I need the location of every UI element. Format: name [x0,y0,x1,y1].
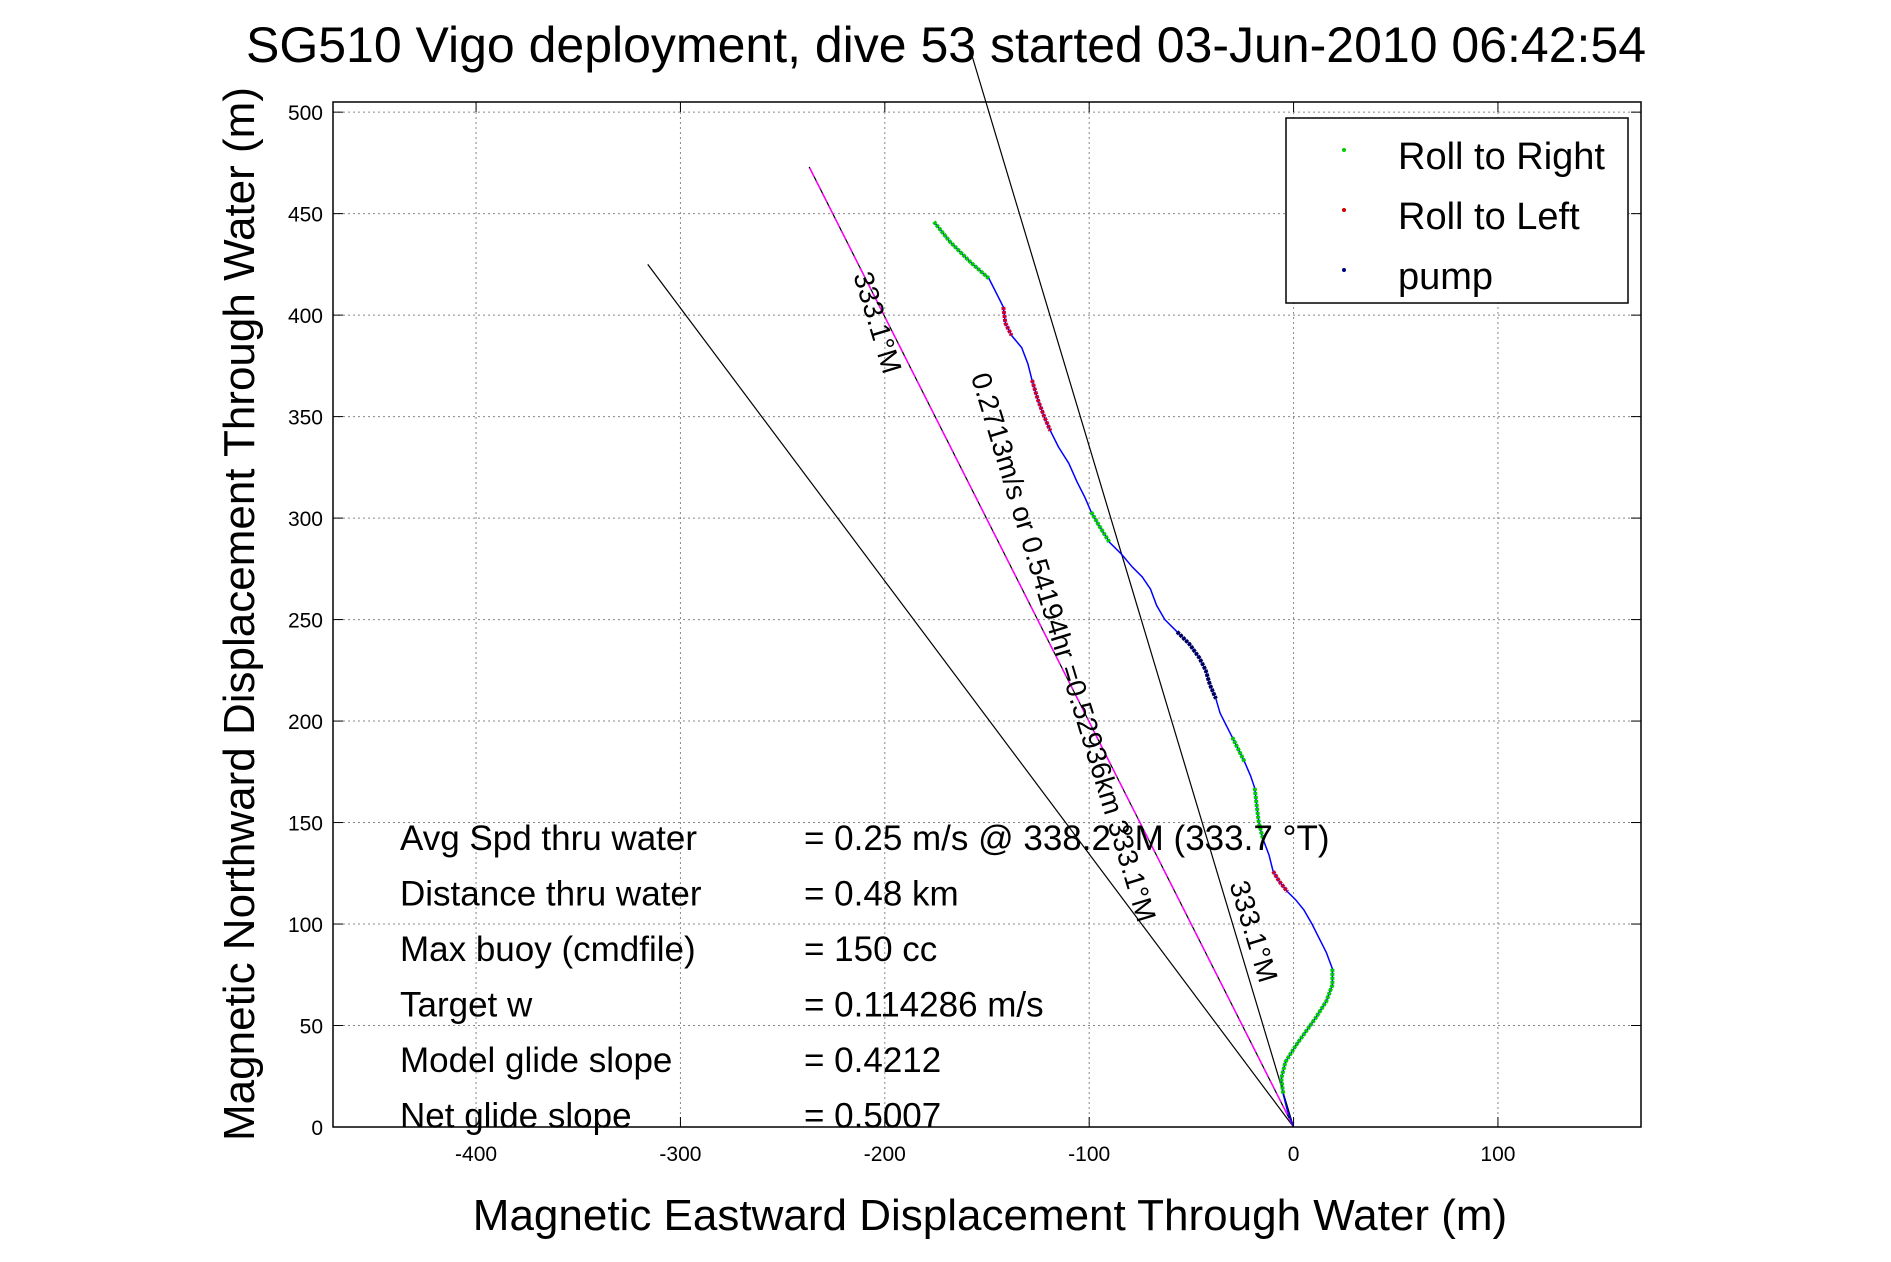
y-tick-label: 50 [300,1016,323,1039]
y-tick-label: 100 [288,914,323,937]
annotation-label: Target w [400,986,533,1025]
annotation-value: = 0.4212 [804,1041,941,1080]
annotation-value: = 150 cc [804,930,937,969]
y-tick-label: 500 [288,102,323,125]
track-segment-roll-right [1279,968,1335,1095]
track-segment-roll-right [1252,787,1265,840]
annotation-label: Avg Spd thru water [400,819,697,858]
legend-label: Roll to Left [1398,196,1580,238]
y-tick-label: 400 [288,305,323,328]
y-axis-ticks: 0 50 100 150 200 250 300 350 400 450 500 [288,102,1641,1140]
y-tick-label: 250 [288,610,323,633]
track-segment-roll-left [1030,379,1053,432]
track-segment-roll-right [932,220,991,281]
track-segment-roll-left [1001,306,1014,337]
reference-lines [647,51,1295,1128]
x-tick-label: 100 [1480,1143,1515,1166]
x-axis-label: Magnetic Eastward Displacement Through W… [473,1191,1507,1240]
track-line [933,221,1334,1128]
annotation-value: = 0.48 km [804,875,959,914]
track-segment-roll-right [1089,510,1112,544]
y-tick-label: 0 [311,1117,323,1140]
plot-frame [332,101,1642,1128]
annotation-label: Max buoy (cmdfile) [400,930,696,969]
x-tick-label: -200 [864,1143,906,1166]
annotation-label: Model glide slope [400,1041,672,1080]
legend-label: pump [1398,256,1493,298]
annotation-label: Distance thru water [400,875,702,914]
y-tick-label: 450 [288,204,323,227]
x-axis-ticks: -400 -300 -200 -100 0 100 [455,102,1515,1166]
y-tick-label: 200 [288,711,323,734]
y-tick-label: 150 [288,813,323,836]
reference-line [970,51,1295,1128]
legend-marker [1342,148,1346,152]
annotation-value: = 0.25 m/s @ 338.2 °M (333.7 °T) [804,819,1330,858]
annotation-value: = 0.5007 [804,1097,941,1136]
y-axis-label: Magnetic Northward Displacement Through … [215,87,264,1141]
legend-label: Roll to Right [1398,136,1605,178]
legend-marker [1342,208,1346,212]
track-segment-roll-left [1271,870,1289,893]
glider-track [932,220,1335,1128]
x-tick-label: -100 [1068,1143,1110,1166]
x-tick-label: -300 [659,1143,701,1166]
y-tick-label: 300 [288,508,323,531]
x-tick-label: -400 [455,1143,497,1166]
track-segment-roll-right [1230,736,1247,763]
reference-line [647,264,1295,1128]
x-tick-label: 0 [1288,1143,1300,1166]
annotation-label: Net glide slope [400,1097,632,1136]
track-segment-pump [1175,630,1218,700]
annotation-value: = 0.114286 m/s [804,986,1044,1025]
y-tick-label: 350 [288,407,323,430]
chart-title: SG510 Vigo deployment, dive 53 started 0… [246,17,1646,73]
legend-marker [1342,268,1346,272]
heading-line [808,166,1295,1128]
annotations: Avg Spd thru water = 0.25 m/s @ 338.2 °M … [400,819,1330,1136]
legend: Roll to Right Roll to Left pump [1285,117,1629,304]
